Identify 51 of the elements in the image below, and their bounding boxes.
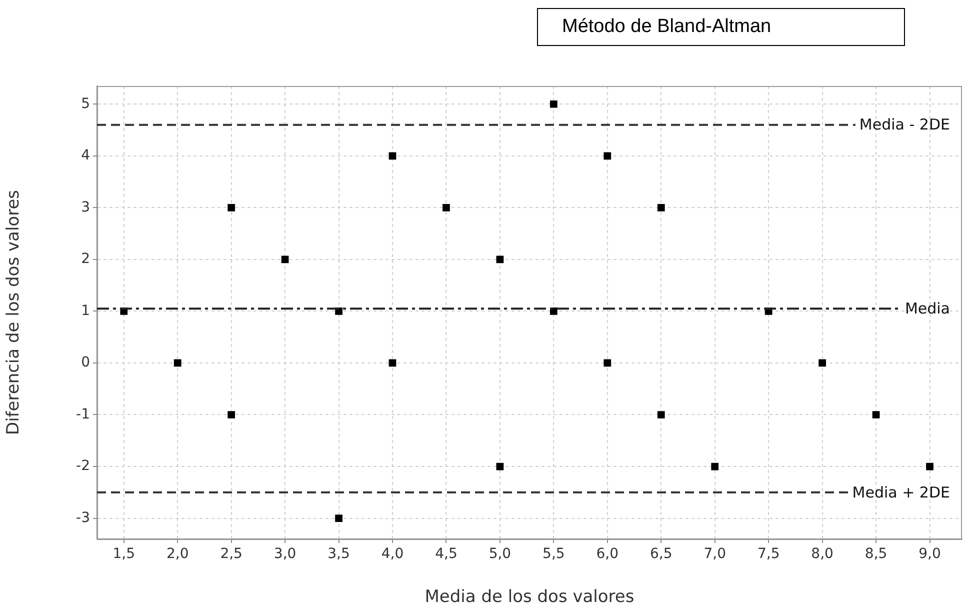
point bbox=[550, 100, 558, 108]
point bbox=[335, 514, 342, 522]
x-tick-label: 7,0 bbox=[704, 546, 726, 562]
point bbox=[228, 204, 235, 212]
x-tick-label: 4,0 bbox=[381, 546, 404, 562]
chart-title: Método de Bland-Altman bbox=[537, 8, 905, 46]
ref-line-label: Media bbox=[904, 300, 950, 318]
y-tick-label: 4 bbox=[81, 148, 90, 164]
y-tick-label: 0 bbox=[81, 354, 90, 371]
ref-line-label: Media - 2DE bbox=[859, 116, 950, 134]
x-tick-label: 6,5 bbox=[650, 546, 672, 562]
point bbox=[872, 411, 880, 418]
x-tick-label: 9,0 bbox=[918, 546, 941, 562]
x-tick-label: 5,5 bbox=[542, 546, 565, 562]
y-tick-label: -3 bbox=[76, 510, 90, 526]
y-tick-label: 5 bbox=[81, 96, 90, 112]
point bbox=[496, 256, 504, 264]
point bbox=[818, 359, 826, 367]
point bbox=[604, 359, 612, 367]
y-tick-label: -1 bbox=[76, 406, 90, 422]
y-tick-label: -2 bbox=[76, 458, 90, 474]
point bbox=[926, 462, 934, 470]
x-tick-label: 8,5 bbox=[864, 546, 888, 562]
x-tick-label: 5,0 bbox=[488, 546, 512, 562]
point bbox=[657, 411, 665, 418]
point bbox=[550, 308, 558, 315]
point bbox=[174, 359, 182, 367]
x-tick-label: 4,5 bbox=[435, 546, 458, 562]
point bbox=[388, 152, 396, 160]
x-tick-label: 7,5 bbox=[757, 546, 780, 562]
point bbox=[228, 411, 235, 418]
point bbox=[711, 462, 719, 470]
x-tick-label: 3,0 bbox=[274, 546, 296, 562]
point bbox=[496, 462, 504, 470]
point bbox=[281, 256, 289, 264]
ref-line-label: Media + 2DE bbox=[852, 483, 950, 502]
x-tick-label: 2,0 bbox=[166, 546, 189, 562]
x-tick-label: 1,5 bbox=[112, 546, 135, 562]
x-tick-label: 3,5 bbox=[328, 546, 350, 562]
y-tick-label: 3 bbox=[81, 199, 90, 216]
y-tick-label: 1 bbox=[81, 302, 90, 319]
point bbox=[604, 152, 612, 160]
point bbox=[657, 204, 665, 212]
x-tick-label: 2,5 bbox=[220, 546, 242, 562]
x-tick-label: 6,0 bbox=[596, 546, 619, 562]
point bbox=[388, 359, 396, 367]
y-axis-title: Diferencia de los dos valores bbox=[4, 190, 24, 436]
x-tick-label: 8,0 bbox=[811, 546, 834, 562]
y-tick-label: 2 bbox=[81, 251, 90, 268]
point bbox=[442, 204, 450, 212]
x-axis-title: Media de los dos valores bbox=[424, 587, 634, 608]
